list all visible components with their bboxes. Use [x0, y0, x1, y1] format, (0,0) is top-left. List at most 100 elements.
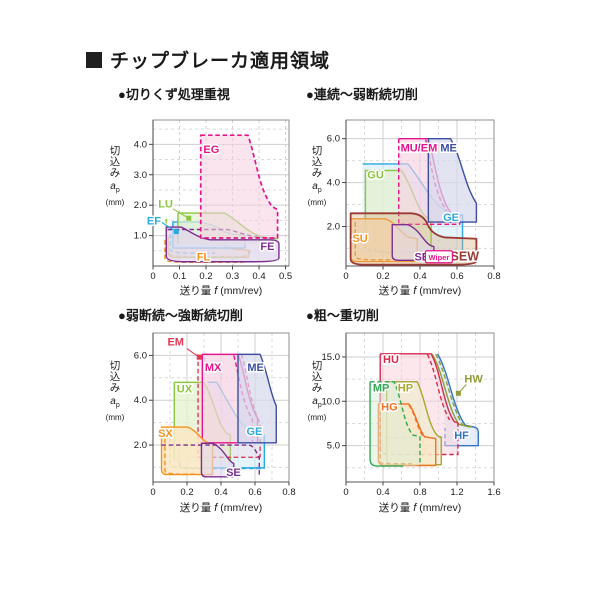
x-tick-label: 1.2 — [450, 487, 463, 498]
y-axis-char: み — [109, 167, 121, 179]
y-axis-char: 込 — [311, 371, 323, 383]
regions — [160, 353, 277, 478]
y-tick-label: 4.0 — [134, 395, 147, 406]
chart-cell-heavy-cutting: ●粗〜重切削 切込み ap (mm) 0 0.4 0.8 1.2 1.6 5.0 10.0 1… — [296, 305, 506, 520]
y-axis-label: 切込み ap (mm) — [102, 146, 128, 208]
x-tick-label: 0.6 — [248, 487, 261, 498]
y-axis-label: 切込み ap (mm) — [304, 361, 330, 423]
y-tick-label: 15.0 — [322, 352, 341, 363]
y-axis-label: 切込み ap (mm) — [304, 146, 330, 208]
page-title: チップブレーカ適用領域 — [86, 46, 330, 73]
y-tick-label: 6.0 — [327, 134, 340, 145]
x-tick-label: 0.2 — [180, 487, 193, 498]
region-label-ME: ME — [247, 362, 264, 374]
chart-svg-2: 0 0.2 0.4 0.6 0.8 2.0 4.0 6.0 GE UX EM MX ME SX SE — [134, 332, 296, 498]
region-outline-SEW — [349, 212, 478, 266]
label-marker-LU — [186, 215, 192, 221]
chart-cell-chip-control: ●切りくず処理重視 切込み ap (mm) 0 0.1 0.2 0.3 0.4 0.5 1.… — [96, 84, 306, 299]
regions — [349, 137, 478, 266]
region-outline-HW — [431, 353, 471, 428]
region-outline-EG — [199, 134, 279, 239]
y-axis-char: み — [109, 382, 121, 394]
y-axis-char: 切 — [311, 360, 323, 372]
region-outline-HW — [435, 353, 473, 428]
y-tick-label: 6.0 — [134, 350, 147, 361]
y-axis-label-chars: 切込み — [110, 361, 121, 394]
tick-labels: 0 0.2 0.4 0.6 0.8 2.0 4.0 6.0 — [327, 134, 501, 282]
y-axis-label-chars: 切込み — [312, 146, 323, 179]
region-label-MP: MP — [373, 383, 390, 395]
y-tick-label: 5.0 — [327, 441, 340, 452]
y-axis-label: 切込み ap (mm) — [102, 361, 128, 423]
region-outline-FE — [165, 226, 280, 263]
x-tick-label: 1.6 — [487, 487, 500, 498]
region-labels: GE UX EM MX ME SX SE — [157, 335, 266, 481]
region-fill-ME — [428, 138, 477, 223]
y-axis-char: 切 — [311, 145, 323, 157]
page-title-text: チップブレーカ適用領域 — [110, 51, 331, 72]
region-label-HF: HF — [454, 430, 469, 442]
chart-cell-interrupted-cutting: ●弱断続〜強断続切削 切込み ap (mm) 0 0.2 0.4 0.6 0.8 2.0 4… — [96, 305, 306, 520]
y-axis-char: み — [311, 167, 323, 179]
x-tick-label: 0.2 — [376, 271, 389, 282]
region-label-HW: HW — [464, 374, 483, 386]
y-axis-variable: ap — [312, 396, 322, 409]
x-tick-label: 0 — [343, 487, 348, 498]
y-axis-unit: (mm) — [307, 198, 327, 207]
region-outline-HG — [408, 404, 424, 437]
x-axis-label: 送り量 f (mm/rev) — [179, 502, 263, 514]
region-fill-SE — [201, 443, 234, 477]
region-fill-FE — [166, 227, 279, 262]
x-tick-label: 0.1 — [173, 271, 186, 282]
y-axis-variable: ap — [312, 181, 322, 194]
wiper-badge-text: Wiper — [428, 253, 449, 262]
y-axis-char: 込 — [109, 156, 121, 168]
region-labels: FL EF LU FE EG — [145, 142, 276, 265]
region-outline-ME — [237, 353, 277, 444]
region-outline-SU — [354, 222, 392, 261]
y-axis-variable: ap — [110, 396, 120, 409]
region-outline-SE — [200, 442, 235, 478]
tick-labels: 0 0.1 0.2 0.3 0.4 0.5 1.0 2.0 3.0 4.0 — [134, 139, 292, 282]
label-callout-EF — [160, 221, 177, 233]
region-label-FL: FL — [197, 252, 211, 264]
region-label-GE: GE — [247, 426, 263, 438]
y-axis-unit: (mm) — [105, 413, 125, 422]
label-callout-LU — [172, 208, 190, 219]
y-tick-label: 1.0 — [134, 231, 147, 242]
chart-subtitle: ●粗〜重切削 — [306, 308, 379, 323]
label-marker-EF — [173, 229, 179, 235]
region-label-EG: EG — [203, 144, 219, 156]
y-tick-label: 10.0 — [322, 396, 341, 407]
x-tick-label: 0.4 — [376, 487, 389, 498]
region-label-HU: HU — [383, 354, 399, 366]
x-tick-label: 0.4 — [413, 271, 426, 282]
region-label-SEW: SEW — [451, 250, 480, 264]
region-outline-HF — [436, 353, 479, 447]
y-tick-label: 4.0 — [327, 178, 340, 189]
region-fill-MP — [370, 381, 420, 467]
chart-cell-continuous-cutting: ●連続〜弱断続切削 切込み ap (mm) 0 0.2 0.4 0.6 0.8 2.0 4.… — [296, 84, 506, 299]
region-label-LU: LU — [158, 198, 173, 210]
region-label-FE: FE — [260, 241, 274, 253]
x-tick-label: 0.8 — [487, 271, 500, 282]
region-label-GE: GE — [443, 212, 459, 224]
region-label-SE: SE — [226, 467, 241, 479]
x-tick-label: 0.4 — [214, 487, 227, 498]
y-tick-label: 4.0 — [134, 139, 147, 150]
region-label-GU: GU — [367, 170, 384, 182]
x-tick-label: 0.2 — [199, 271, 212, 282]
chart-svg-0: 0 0.1 0.2 0.3 0.4 0.5 1.0 2.0 3.0 4.0 FL EF LU FE EG — [134, 119, 292, 282]
region-label-ME: ME — [440, 142, 457, 154]
y-axis-unit: (mm) — [307, 413, 327, 422]
region-label-EF: EF — [147, 216, 161, 228]
x-tick-label: 0.6 — [450, 271, 463, 282]
region-label-SU: SU — [352, 233, 367, 245]
x-tick-label: 0.3 — [226, 271, 239, 282]
region-outline-ME — [427, 137, 478, 223]
region-outline-MP — [370, 381, 421, 466]
